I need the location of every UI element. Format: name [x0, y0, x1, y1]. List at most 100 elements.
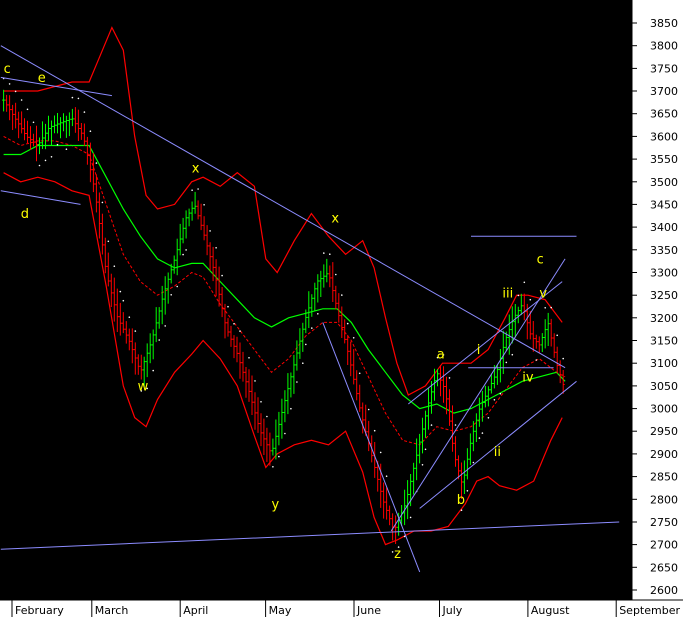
stop-dot: [260, 401, 262, 403]
envelope-bands: [3, 26, 563, 546]
stop-dot: [556, 334, 558, 337]
stop-dot: [517, 294, 520, 297]
wave-label: z: [394, 547, 401, 562]
x-axis-panel: [0, 600, 683, 617]
y-axis: 2600 2650 2700 2750 2800 2850 2900 2950 3000 3050…: [632, 17, 678, 597]
stop-dot: [170, 294, 172, 296]
stop-dot: [50, 156, 53, 158]
stop-dot: [379, 451, 382, 454]
stop-dot: [487, 417, 490, 419]
stop-dot: [26, 108, 29, 111]
stop-dot: [176, 285, 178, 288]
stop-dot: [284, 432, 286, 435]
y-tick-label: 3750: [650, 62, 678, 75]
y-tick-label: 3100: [650, 357, 678, 370]
y-tick-label: 2700: [650, 539, 678, 552]
wave-label: d: [21, 207, 29, 222]
y-tick-label: 3700: [650, 85, 678, 98]
lower-band-line: [3, 172, 563, 546]
stop-dot: [134, 330, 137, 332]
stop-dot: [248, 357, 250, 359]
stop-dot: [152, 369, 154, 372]
y-tick-label: 2600: [650, 584, 678, 597]
y-tick-label: 3050: [650, 380, 678, 393]
y-tick-label: 3300: [650, 267, 678, 280]
stop-dot: [305, 343, 307, 346]
x-tick-label: September: [619, 604, 680, 617]
stop-dot: [122, 299, 125, 302]
y-tick-label: 3600: [650, 130, 678, 143]
x-tick-label: June: [356, 604, 381, 617]
stop-dot: [335, 273, 337, 276]
stop-dot: [421, 464, 424, 466]
y-tick-label: 2850: [650, 471, 678, 484]
stop-dot: [239, 330, 241, 332]
trendline: [0, 521, 620, 550]
y-tick-label: 2950: [650, 425, 678, 438]
stop-dot: [203, 204, 205, 206]
stop-dot: [191, 189, 193, 191]
stop-dot: [436, 356, 439, 359]
stop-dot: [302, 362, 304, 365]
stop-dot: [409, 516, 412, 519]
wave-label: c: [4, 62, 11, 77]
upper-band-line: [3, 26, 563, 396]
stop-dot: [466, 490, 469, 492]
x-tick-label: February: [15, 604, 64, 617]
stop-dot: [329, 253, 331, 255]
fast-ma-line: [3, 135, 566, 446]
wave-label: c: [537, 252, 544, 267]
stop-dot: [358, 372, 361, 375]
stop-dot: [233, 323, 235, 325]
stop-dot: [341, 294, 343, 296]
y-tick-label: 3000: [650, 403, 678, 416]
stop-dot: [296, 381, 298, 383]
wave-label: w: [138, 379, 149, 394]
stop-dot: [430, 424, 433, 426]
y-tick-label: 3400: [650, 221, 678, 234]
wave-label: b: [457, 493, 465, 508]
x-tick-label: August: [531, 604, 570, 617]
stop-dot: [113, 265, 116, 268]
stop-dot: [544, 307, 546, 309]
stop-dot: [493, 399, 496, 401]
trendline: [407, 281, 563, 405]
stop-dot: [511, 353, 514, 356]
stop-dot: [197, 188, 199, 190]
stop-dot: [352, 337, 355, 339]
stop-dot: [38, 164, 41, 167]
stop-dot: [158, 339, 160, 341]
stop-dot: [385, 475, 388, 478]
stop-dot: [95, 162, 98, 164]
stop-dot: [254, 380, 256, 382]
slow-ma-line: [3, 144, 566, 414]
stop-dot: [101, 201, 104, 204]
stop-dot: [424, 448, 427, 451]
stop-dot: [185, 249, 187, 251]
x-tick-label: May: [269, 604, 292, 617]
stop-dot: [317, 313, 319, 315]
x-tick-label: April: [183, 604, 208, 617]
stop-dot: [14, 90, 17, 93]
stop-dot: [442, 354, 445, 356]
wave-label: e: [38, 71, 46, 86]
stop-dot: [323, 252, 325, 254]
stop-dot: [505, 361, 508, 364]
stop-dot: [146, 387, 148, 390]
stop-dot: [367, 408, 370, 411]
stop-dot: [182, 253, 184, 256]
stop-dot: [550, 306, 552, 309]
wave-label: y: [272, 497, 280, 512]
stop-dot: [523, 281, 526, 284]
stop-dot: [499, 392, 502, 395]
trendline: [0, 45, 566, 369]
stop-dot: [215, 247, 217, 249]
wave-label: x: [192, 162, 200, 177]
stop-dot: [278, 455, 280, 458]
stop-dot: [71, 96, 74, 99]
stop-dot: [119, 290, 122, 293]
stop-dot: [290, 407, 292, 410]
stop-dot: [107, 240, 110, 243]
stop-dot: [403, 535, 406, 538]
y-tick-label: 3850: [650, 17, 678, 30]
